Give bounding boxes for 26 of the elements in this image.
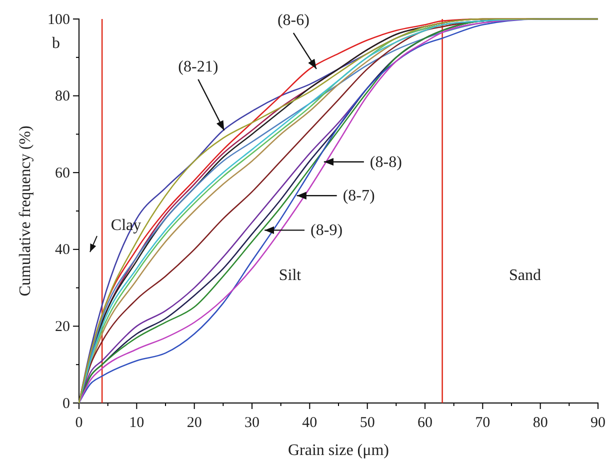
x-tick-label: 20 xyxy=(186,415,202,431)
x-tick-label: 50 xyxy=(360,415,375,431)
annotation: (8-9) xyxy=(310,222,343,240)
y-tick-label: 100 xyxy=(48,12,70,28)
x-tick-label: 40 xyxy=(302,415,318,431)
x-axis-title: Grain size (μm) xyxy=(288,442,389,459)
x-tick-label: 90 xyxy=(590,415,606,431)
y-tick-label: 40 xyxy=(55,242,70,258)
annotation: Sand xyxy=(509,267,541,284)
text: b xyxy=(52,35,60,52)
y-tick-label: 80 xyxy=(55,88,70,105)
annotation: (8-7) xyxy=(342,188,375,205)
x-tick-label: 30 xyxy=(244,415,260,431)
y-tick-label: 20 xyxy=(55,319,70,335)
x-tick-label: 10 xyxy=(129,415,144,431)
x-tick-label: 70 xyxy=(475,415,490,431)
x-tick-label: 60 xyxy=(418,415,432,431)
y-axis-title: Cumulative frequency (%) xyxy=(17,126,34,296)
x-tick-label: 80 xyxy=(532,415,548,431)
y-tick-label: 60 xyxy=(55,165,70,182)
annotation: Silt xyxy=(278,267,302,284)
y-tick-label: 0 xyxy=(62,396,70,412)
annotation: (8-6) xyxy=(277,12,310,29)
annotation: (8-21) xyxy=(178,58,218,76)
annotation: (8-8) xyxy=(370,154,402,171)
x-tick-label: 0 xyxy=(75,415,83,431)
